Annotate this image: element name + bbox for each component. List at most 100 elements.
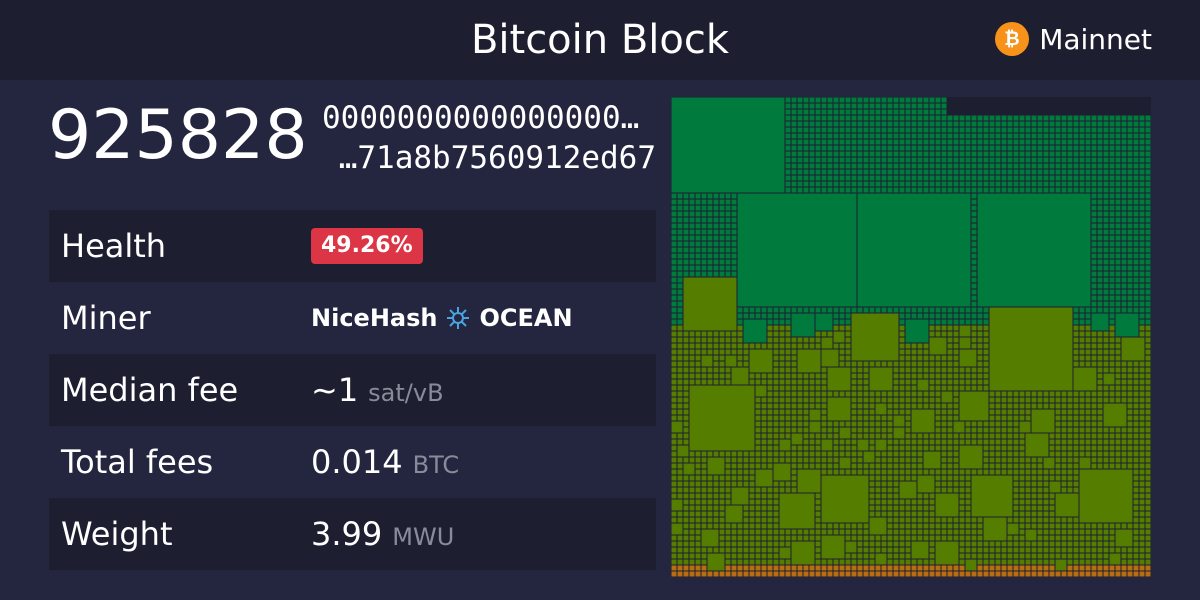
tx-block bbox=[971, 115, 977, 121]
tx-block bbox=[971, 541, 977, 547]
tx-block bbox=[881, 433, 887, 439]
tx-block bbox=[893, 127, 899, 133]
tx-block bbox=[1121, 337, 1145, 361]
tx-block bbox=[881, 481, 887, 487]
tx-block bbox=[935, 133, 941, 139]
tx-block bbox=[1097, 523, 1103, 529]
tx-block bbox=[1067, 133, 1073, 139]
tx-block bbox=[965, 385, 971, 391]
tx-block bbox=[1079, 445, 1085, 451]
tx-block bbox=[1073, 313, 1079, 319]
tx-block bbox=[731, 463, 737, 469]
tx-block bbox=[983, 181, 989, 187]
tx-block bbox=[1007, 175, 1013, 181]
tx-block bbox=[701, 229, 707, 235]
tx-block bbox=[953, 187, 959, 193]
tx-block bbox=[875, 565, 881, 571]
tx-block bbox=[767, 409, 773, 415]
tx-block bbox=[701, 349, 707, 355]
tx-block bbox=[1139, 223, 1145, 229]
tx-block bbox=[677, 295, 683, 301]
tx-block bbox=[1007, 403, 1013, 409]
tx-block bbox=[857, 523, 863, 529]
tx-block bbox=[875, 487, 881, 493]
tx-block bbox=[953, 433, 959, 439]
tx-block bbox=[1133, 553, 1139, 559]
tx-block bbox=[827, 397, 851, 421]
tx-block bbox=[1127, 151, 1133, 157]
tx-block bbox=[1133, 457, 1139, 463]
tx-block bbox=[1055, 451, 1061, 457]
tx-block bbox=[1115, 193, 1121, 199]
tx-block bbox=[1097, 181, 1103, 187]
tx-block bbox=[941, 403, 947, 409]
tx-block bbox=[1037, 499, 1043, 505]
tx-block bbox=[833, 463, 839, 469]
tx-block bbox=[1109, 331, 1115, 337]
tx-block bbox=[971, 169, 977, 175]
tx-block bbox=[1103, 565, 1109, 571]
tx-block bbox=[1001, 547, 1007, 553]
tx-block bbox=[1019, 499, 1025, 505]
tx-block bbox=[1001, 163, 1007, 169]
tx-block bbox=[929, 361, 935, 367]
tx-block bbox=[887, 499, 893, 505]
tx-block bbox=[1055, 493, 1079, 517]
tx-block bbox=[959, 325, 971, 337]
tx-block bbox=[833, 133, 839, 139]
tx-block bbox=[767, 511, 773, 517]
tx-block bbox=[713, 379, 719, 385]
tx-block bbox=[947, 163, 953, 169]
tx-block bbox=[1097, 445, 1103, 451]
tx-block bbox=[1025, 127, 1031, 133]
tx-block bbox=[1145, 493, 1151, 499]
tx-block bbox=[1025, 187, 1031, 193]
tx-block bbox=[1139, 535, 1145, 541]
tx-block bbox=[785, 133, 791, 139]
tx-block bbox=[1085, 115, 1091, 121]
tx-block bbox=[887, 535, 893, 541]
tx-block bbox=[1043, 535, 1049, 541]
tx-block bbox=[815, 145, 821, 151]
tx-block bbox=[791, 307, 797, 313]
tx-block bbox=[953, 475, 959, 481]
tx-block bbox=[959, 385, 965, 391]
tx-block bbox=[1031, 145, 1037, 151]
tx-block bbox=[689, 205, 695, 211]
tx-block bbox=[719, 487, 725, 493]
tx-block bbox=[1133, 277, 1139, 283]
tx-block bbox=[983, 571, 989, 577]
tx-block bbox=[707, 493, 713, 499]
tx-block bbox=[971, 223, 977, 229]
tx-block bbox=[1097, 259, 1103, 265]
tx-block bbox=[785, 403, 791, 409]
tx-block bbox=[845, 127, 851, 133]
tx-block bbox=[947, 151, 953, 157]
tx-block bbox=[1073, 439, 1079, 445]
tx-block bbox=[1127, 145, 1133, 151]
tx-block bbox=[677, 391, 683, 397]
tx-block bbox=[953, 367, 959, 373]
tx-block bbox=[851, 163, 857, 169]
tx-block bbox=[827, 421, 833, 427]
tx-block bbox=[1013, 463, 1019, 469]
tx-block bbox=[683, 355, 689, 361]
tx-block bbox=[1073, 523, 1079, 529]
tx-block bbox=[851, 463, 857, 469]
tx-block bbox=[797, 307, 803, 313]
tx-block bbox=[1091, 343, 1097, 349]
tx-block bbox=[887, 427, 893, 433]
tx-block bbox=[1127, 397, 1133, 403]
tx-block bbox=[785, 541, 791, 547]
tx-block bbox=[827, 133, 833, 139]
tx-block bbox=[875, 391, 881, 397]
tx-block bbox=[821, 427, 827, 433]
tx-block bbox=[1073, 367, 1097, 391]
tx-block bbox=[803, 151, 809, 157]
tx-block bbox=[935, 517, 941, 523]
tx-block bbox=[941, 169, 947, 175]
tx-block bbox=[761, 487, 767, 493]
tx-block bbox=[1091, 127, 1097, 133]
tx-block bbox=[839, 361, 845, 367]
median-fee-unit: sat/vB bbox=[368, 379, 444, 407]
